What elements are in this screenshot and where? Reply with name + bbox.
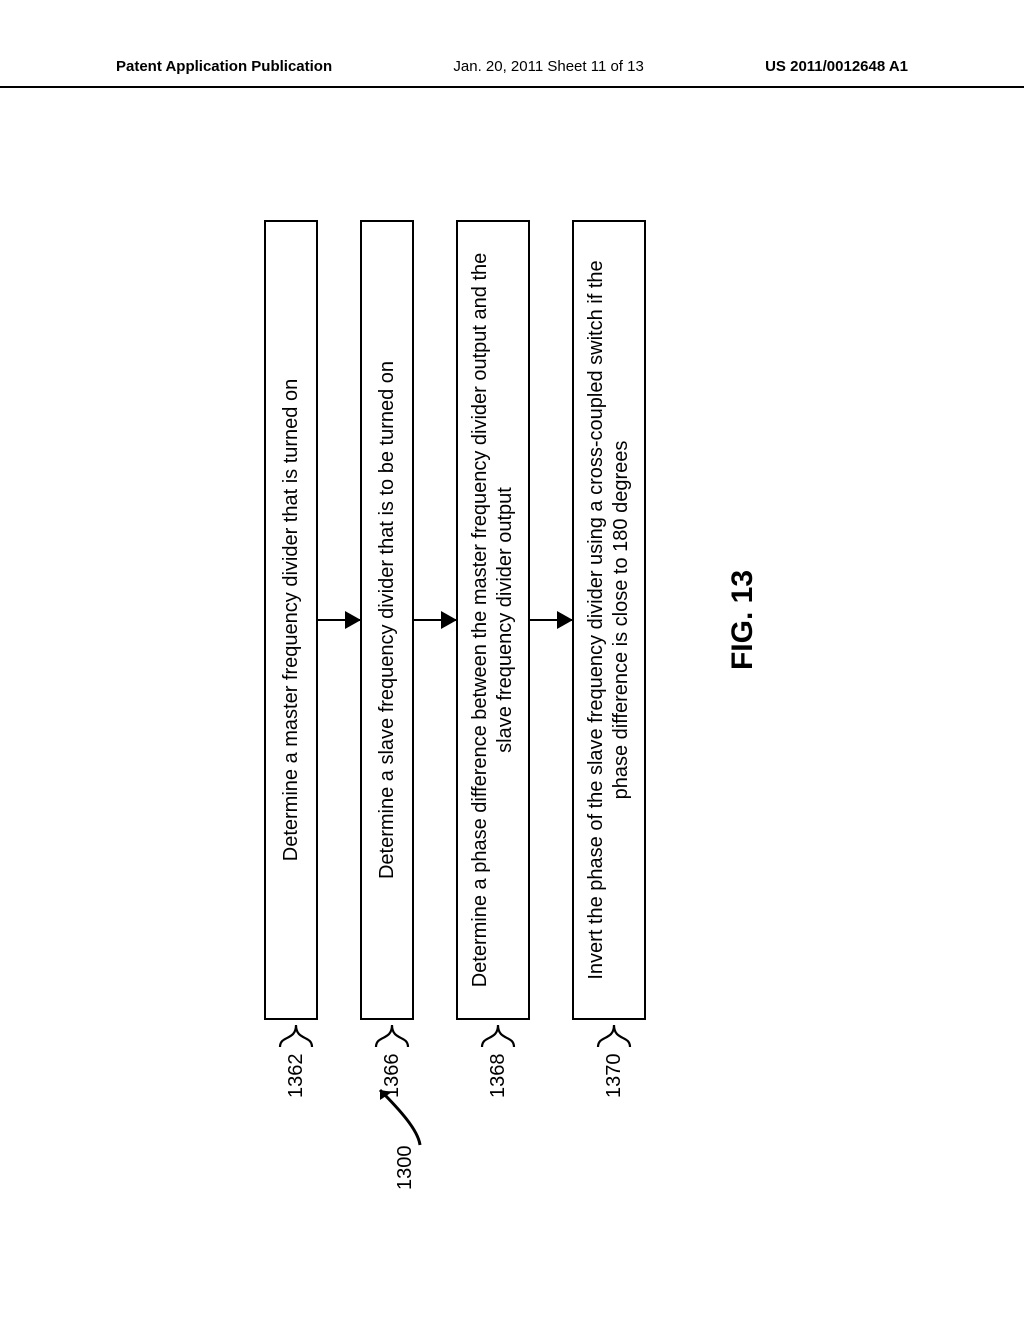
header-app-number: US 2011/0012648 A1 <box>765 58 908 75</box>
figure-ref-1300: 1300 <box>394 1146 417 1191</box>
ref-number: 1300 <box>394 1146 416 1191</box>
flow-arrow <box>414 220 456 1020</box>
flow-step-text: Determine a master frequency divider tha… <box>279 379 304 861</box>
flow-step-text: Determine a slave frequency divider that… <box>375 361 400 879</box>
flow-step-1366: Determine a slave frequency divider that… <box>360 220 414 1020</box>
step-ref-1368: 1368 <box>480 1022 516 1099</box>
brace-icon <box>374 1022 410 1052</box>
brace-icon <box>480 1022 516 1052</box>
flow-arrow <box>530 220 572 1020</box>
brace-icon <box>278 1022 314 1052</box>
flow-step-text: Determine a phase difference between the… <box>468 232 518 1008</box>
ref-number: 1368 <box>487 1054 510 1099</box>
header-publication: Patent Application Publication <box>116 58 332 75</box>
ref-number: 1370 <box>603 1054 626 1099</box>
step-ref-1370: 1370 <box>596 1022 632 1099</box>
flow-step-text: Invert the phase of the slave frequency … <box>584 232 634 1008</box>
brace-icon <box>596 1022 632 1052</box>
ref-number: 1362 <box>285 1054 308 1099</box>
step-ref-1362: 1362 <box>278 1022 314 1099</box>
figure-caption: FIG. 13 <box>726 220 760 1020</box>
flow-step-1370: Invert the phase of the slave frequency … <box>572 220 646 1020</box>
ref-number: 1366 <box>381 1054 404 1099</box>
flow-arrow <box>318 220 360 1020</box>
page-header: Patent Application Publication Jan. 20, … <box>0 58 1024 88</box>
step-ref-1366: 1366 <box>374 1022 410 1099</box>
figure-13: 1300 1362 Determine a master frequency d… <box>264 170 760 1130</box>
header-date-sheet: Jan. 20, 2011 Sheet 11 of 13 <box>453 58 643 75</box>
flow-step-1362: Determine a master frequency divider tha… <box>264 220 318 1020</box>
flow-step-1368: Determine a phase difference between the… <box>456 220 530 1020</box>
